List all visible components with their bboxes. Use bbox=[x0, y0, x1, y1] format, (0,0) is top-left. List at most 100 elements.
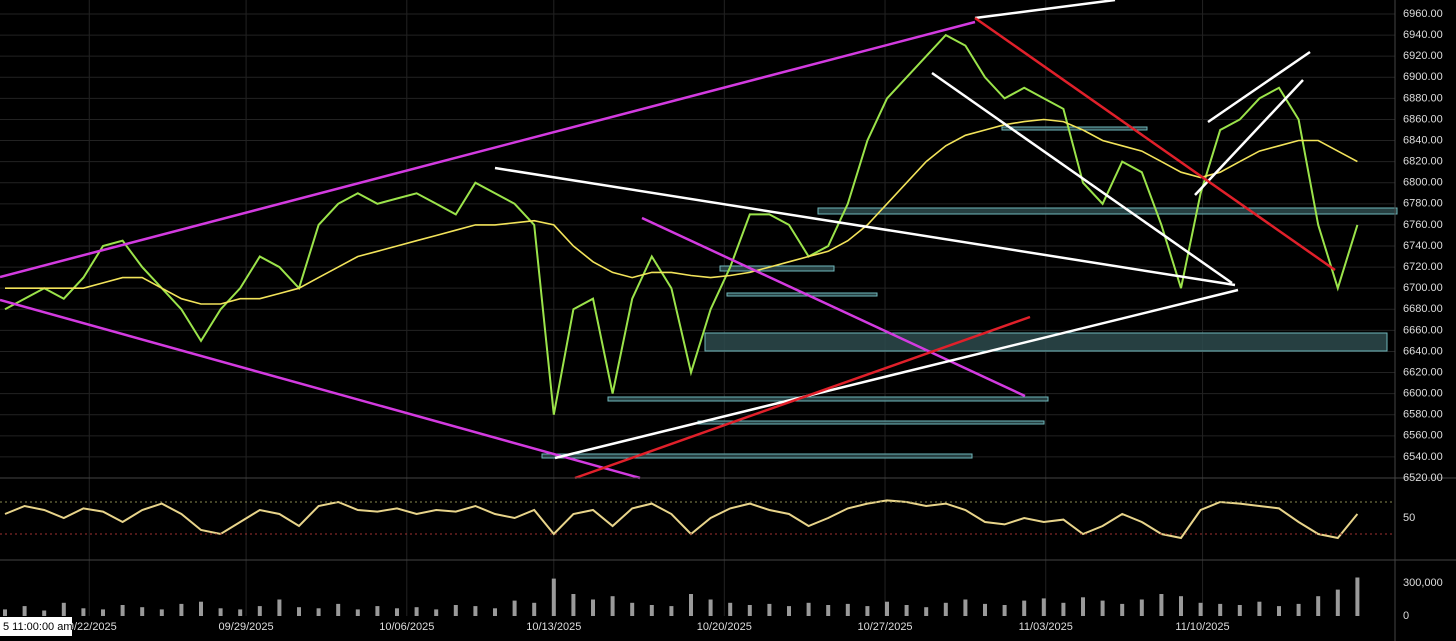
volume-bar bbox=[1179, 596, 1183, 616]
y-tick-label: 6820.00 bbox=[1403, 156, 1443, 168]
y-tick-label: 6800.00 bbox=[1403, 177, 1443, 189]
volume-bar bbox=[336, 603, 341, 616]
y-tick-label: 6540.00 bbox=[1403, 451, 1443, 463]
y-tick-label: 6600.00 bbox=[1403, 388, 1443, 400]
y-tick-label: 0 bbox=[1403, 610, 1409, 622]
trendline bbox=[494, 166, 1236, 287]
volume-bar bbox=[1120, 603, 1125, 616]
volume-bar bbox=[453, 605, 458, 616]
y-tick-label: 6560.00 bbox=[1403, 430, 1443, 442]
y-tick-label: 6580.00 bbox=[1403, 409, 1443, 421]
y-tick-label: 6620.00 bbox=[1403, 366, 1443, 378]
volume-bar bbox=[1100, 600, 1105, 616]
volume-bar bbox=[1277, 606, 1281, 616]
volume-bar bbox=[963, 599, 968, 616]
volume-bar bbox=[512, 600, 517, 616]
y-tick-label: 6640.00 bbox=[1403, 345, 1443, 357]
volume-bar bbox=[708, 599, 713, 616]
y-tick-label: 6760.00 bbox=[1403, 219, 1443, 231]
y-tick-label: 50 bbox=[1403, 512, 1415, 524]
volume-bar bbox=[140, 607, 145, 616]
y-tick-label: 6840.00 bbox=[1403, 134, 1443, 146]
y-tick-label: 6940.00 bbox=[1403, 29, 1443, 41]
volume-bar bbox=[355, 609, 360, 616]
volume-bar bbox=[649, 605, 654, 616]
y-tick-label: 6780.00 bbox=[1403, 198, 1443, 210]
volume-bar bbox=[1081, 597, 1085, 616]
x-tick-label: 10/06/2025 bbox=[379, 621, 434, 633]
y-tick-label: 6740.00 bbox=[1403, 240, 1443, 252]
volume-bar bbox=[81, 608, 86, 616]
trendline bbox=[1207, 50, 1311, 124]
volume-bar bbox=[1316, 596, 1321, 616]
x-tick-label: 10/13/2025 bbox=[526, 621, 581, 633]
y-tick-label: 300,000 bbox=[1403, 577, 1443, 589]
volume-bar bbox=[787, 606, 791, 616]
volume-bar bbox=[1022, 600, 1027, 616]
x-tick-label: 10/20/2025 bbox=[697, 621, 752, 633]
y-tick-label: 6700.00 bbox=[1403, 282, 1443, 294]
series-line bbox=[4, 33, 1359, 415]
volume-bar bbox=[591, 599, 595, 616]
volume-bar bbox=[414, 607, 419, 616]
x-tick-label: 10/27/2025 bbox=[858, 621, 913, 633]
volume-bar bbox=[865, 606, 870, 616]
zone bbox=[1001, 126, 1148, 131]
trendline bbox=[0, 298, 641, 480]
trendline bbox=[574, 315, 1031, 480]
volume-bar bbox=[1257, 601, 1262, 616]
y-tick-label: 6860.00 bbox=[1403, 113, 1443, 125]
trendline bbox=[641, 216, 1026, 398]
y-tick-label: 6920.00 bbox=[1403, 50, 1443, 62]
grid bbox=[0, 0, 1395, 616]
zone bbox=[697, 420, 1045, 425]
volume-bar bbox=[924, 607, 929, 616]
volume-bar bbox=[61, 602, 66, 616]
volume-bar bbox=[42, 610, 47, 616]
plots bbox=[3, 33, 1360, 616]
volume-bar bbox=[1041, 598, 1046, 616]
x-tick-label: 11/03/2025 bbox=[1019, 621, 1073, 633]
volume-bar bbox=[1061, 602, 1066, 616]
volume-bar bbox=[1296, 603, 1301, 616]
volume-bar bbox=[159, 609, 164, 616]
y-tick-label: 6520.00 bbox=[1403, 472, 1443, 484]
zone bbox=[719, 265, 835, 272]
volume-bar bbox=[1002, 605, 1007, 616]
crosshair-box bbox=[0, 617, 72, 636]
trendline bbox=[974, 0, 1116, 20]
volume-bar bbox=[218, 608, 223, 616]
x-tick-label: 11/10/2025 bbox=[1175, 621, 1229, 633]
zone bbox=[607, 396, 1049, 402]
volume-bar bbox=[845, 603, 850, 616]
y-tick-label: 6900.00 bbox=[1403, 71, 1443, 83]
volume-bar bbox=[199, 601, 203, 616]
volume-bar bbox=[434, 609, 439, 616]
volume-bar bbox=[297, 607, 301, 616]
volume-bar bbox=[571, 594, 576, 616]
volume-bar bbox=[1218, 603, 1223, 616]
volume-bar bbox=[1355, 577, 1360, 616]
series-line bbox=[4, 499, 1359, 540]
volume-bar bbox=[983, 603, 987, 616]
crosshair-label: 5 11:00:00 am bbox=[3, 621, 73, 633]
volume-bar bbox=[767, 603, 772, 616]
volume-bar bbox=[101, 609, 105, 616]
volume-bar bbox=[610, 596, 615, 616]
volume-bar bbox=[1159, 594, 1164, 616]
trendline bbox=[974, 16, 1336, 272]
volume-bar bbox=[3, 609, 7, 616]
y-tick-label: 6960.00 bbox=[1403, 8, 1443, 20]
volume-bar bbox=[943, 602, 948, 616]
y-tick-label: 6680.00 bbox=[1403, 303, 1443, 315]
trendline bbox=[0, 20, 976, 279]
volume-bar bbox=[179, 603, 184, 616]
volume-bar bbox=[669, 606, 674, 616]
volume-bar bbox=[551, 578, 556, 616]
volume-bar bbox=[885, 601, 889, 616]
y-tick-label: 6660.00 bbox=[1403, 324, 1443, 336]
